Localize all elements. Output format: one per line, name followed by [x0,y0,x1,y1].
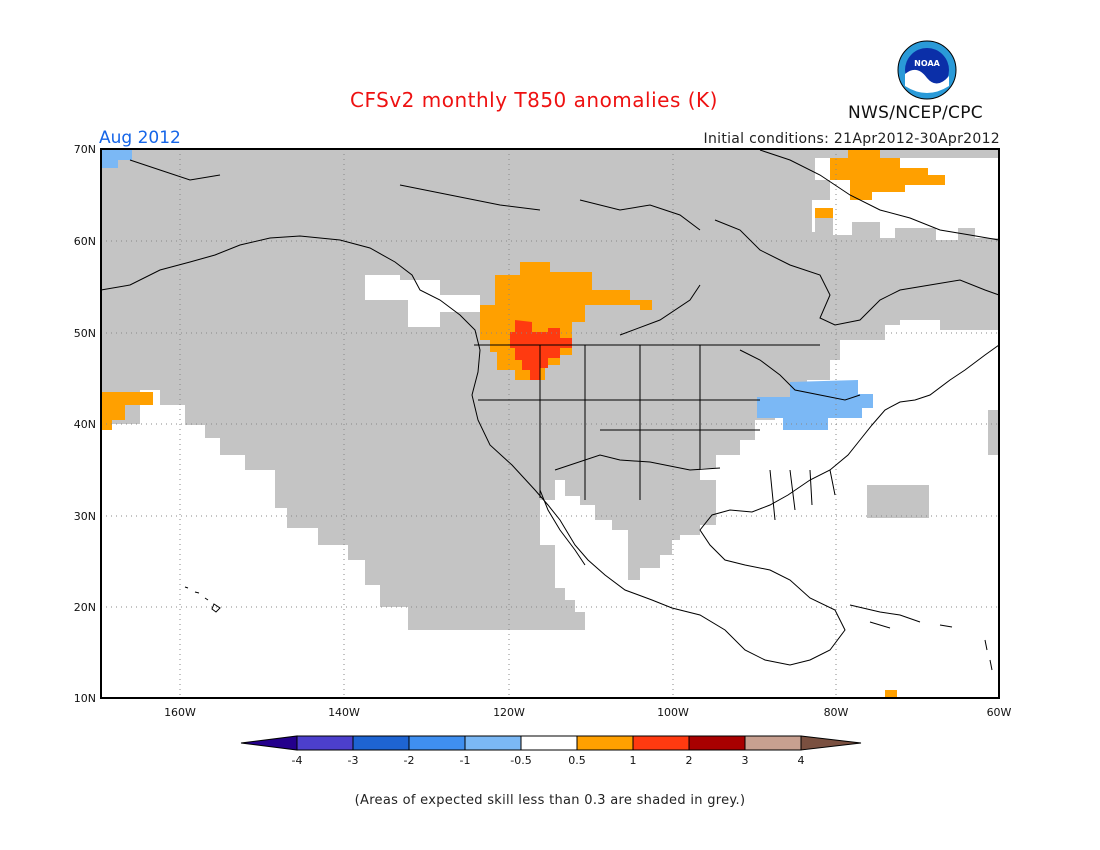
colorbar-swatch [688,735,746,751]
colorbar-tick-label: 0.5 [568,754,586,767]
lon-label: 60W [987,706,1012,719]
lon-label: 100W [657,706,689,719]
noaa-logo: NOAA [897,40,957,100]
colorbar-tick-label: -0.5 [510,754,531,767]
hawaii-islands [184,586,221,613]
lat-label: 30N [74,510,96,523]
graticule [101,149,999,698]
colorbar-swatch [464,735,522,751]
colorbar-arrow-high [800,735,862,751]
logo-text: NOAA [914,59,940,68]
lon-label: 160W [164,706,196,719]
cool-anomaly [101,150,873,430]
caribbean-islands [849,604,993,671]
colorbar-tick-label: -3 [348,754,359,767]
low-skill-region [101,149,999,630]
lat-label: 20N [74,601,96,614]
colorbar-tick-label: 3 [742,754,749,767]
colorbar-tick-label: -2 [404,754,415,767]
skill-holes [365,275,885,470]
colorbar-swatch [352,735,410,751]
coastlines [100,149,1000,666]
month-label: Aug 2012 [99,128,181,148]
lon-labels: 160W 140W 120W 100W 80W 60W [164,706,1011,719]
colorbar-arrow-low [240,735,298,751]
colorbar: -4 -3 -2 -1 -0.5 0.5 1 2 3 4 [240,735,862,767]
lon-label: 80W [824,706,849,719]
org-label: NWS/NCEP/CPC [848,103,983,123]
colorbar-tick-label: -4 [292,754,303,767]
colorbar-swatch [520,735,578,751]
map-title: CFSv2 monthly T850 anomalies (K) [350,88,718,112]
lat-label: 60N [74,235,96,248]
lat-label: 10N [74,692,96,705]
colorbar-swatch [296,735,354,751]
lon-label: 120W [493,706,525,719]
colorbar-tick-label: 2 [686,754,693,767]
map-frame-bg [101,149,999,698]
map-frame [100,148,1000,699]
colorbar-swatch [576,735,634,751]
colorbar-tick-label: 4 [798,754,805,767]
skill-footnote: (Areas of expected skill less than 0.3 a… [354,793,746,808]
lat-label: 70N [74,143,96,156]
initial-conditions: Initial conditions: 21Apr2012-30Apr2012 [703,131,1000,147]
lat-label: 50N [74,327,96,340]
warm-anomaly [101,150,945,698]
colorbar-tick-label: -1 [460,754,471,767]
colorbar-swatch [408,735,466,751]
lon-label: 140W [328,706,360,719]
colorbar-swatch [632,735,690,751]
colorbar-tick-label: 1 [630,754,637,767]
colorbar-swatch [744,735,802,751]
lat-label: 40N [74,418,96,431]
lat-labels: 70N 60N 50N 40N 30N 20N 10N [74,143,96,705]
strong-warm-anomaly [510,320,572,380]
